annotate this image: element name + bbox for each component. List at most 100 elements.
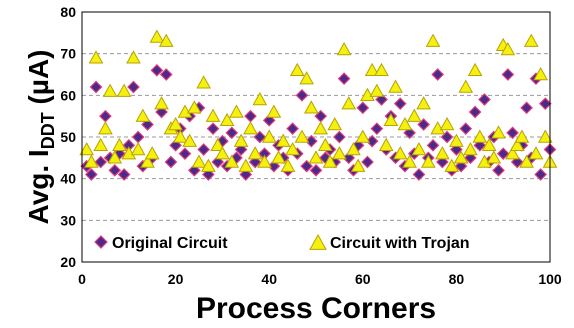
point-original-circuit-97 (534, 168, 547, 181)
point-circuit-with-trojan-84 (472, 129, 488, 143)
series-circuit-with-trojan (79, 29, 558, 172)
point-original-circuit-54 (333, 130, 346, 144)
x-tick-label-0: 0 (78, 271, 86, 287)
y-tick-label-80: 80 (60, 4, 76, 20)
y-tick-label-60: 60 (60, 87, 76, 103)
point-circuit-with-trojan-82 (463, 141, 478, 156)
point-circuit-with-trojan-40 (266, 104, 282, 118)
point-circuit-with-trojan-5 (102, 83, 118, 97)
legend-label-original-circuit: Original Circuit (112, 235, 228, 252)
point-circuit-with-trojan-42 (275, 133, 291, 147)
point-circuit-with-trojan-31 (224, 154, 240, 168)
point-circuit-with-trojan-65 (383, 112, 399, 127)
y-tick-label-50: 50 (60, 129, 76, 145)
point-circuit-with-trojan-13 (140, 154, 155, 168)
point-circuit-with-trojan-15 (149, 29, 165, 43)
point-circuit-with-trojan-45 (289, 62, 305, 77)
y-axis-label: Avg. IDDT (µA) (23, 50, 58, 225)
point-original-circuit-90 (501, 68, 515, 81)
point-circuit-with-trojan-22 (182, 133, 197, 147)
point-circuit-with-trojan-76 (435, 146, 450, 160)
point-circuit-with-trojan-32 (229, 104, 244, 118)
point-original-circuit-74 (426, 138, 440, 152)
point-circuit-with-trojan-51 (318, 137, 333, 152)
legend-marker-original-circuit (94, 235, 108, 249)
point-circuit-with-trojan-62 (369, 83, 385, 97)
x-axis-label: Process Corners (196, 292, 436, 325)
point-circuit-with-trojan-38 (257, 154, 272, 168)
point-circuit-with-trojan-25 (196, 75, 212, 89)
point-circuit-with-trojan-80 (453, 150, 469, 164)
point-circuit-with-trojan-88 (491, 125, 506, 139)
point-circuit-with-trojan-95 (523, 33, 539, 47)
point-original-circuit-91 (506, 126, 519, 140)
point-original-circuit-81 (459, 122, 473, 136)
point-circuit-with-trojan-41 (271, 150, 286, 164)
point-circuit-with-trojan-86 (481, 137, 497, 152)
point-circuit-with-trojan-69 (402, 154, 417, 168)
point-original-circuit-55 (337, 72, 351, 86)
point-circuit-with-trojan-83 (467, 62, 483, 77)
point-original-circuit-89 (496, 147, 510, 161)
point-circuit-with-trojan-96 (528, 146, 544, 160)
y-tick-label-30: 30 (60, 212, 76, 228)
point-circuit-with-trojan-7 (112, 137, 127, 152)
point-original-circuit-3 (94, 155, 108, 169)
gridlines (82, 53, 550, 221)
point-circuit-with-trojan-48 (303, 100, 319, 114)
point-original-circuit-2 (89, 80, 103, 94)
point-original-circuit-83 (468, 105, 482, 119)
point-circuit-with-trojan-34 (238, 158, 254, 172)
y-tick-label-40: 40 (60, 171, 76, 187)
point-circuit-with-trojan-52 (322, 154, 338, 168)
plot-border (81, 11, 551, 263)
point-circuit-with-trojan-39 (261, 129, 277, 143)
point-circuit-with-trojan-36 (247, 146, 263, 160)
point-circuit-with-trojan-70 (406, 108, 422, 122)
point-circuit-with-trojan-78 (444, 158, 460, 172)
point-circuit-with-trojan-71 (411, 141, 427, 156)
legend-label-circuit-with-trojan: Circuit with Trojan (330, 235, 470, 252)
point-original-circuit-48 (304, 134, 318, 148)
y-tick-labels: 20 30 40 50 60 70 80 (60, 4, 76, 270)
point-circuit-with-trojan-47 (299, 71, 314, 85)
point-original-circuit-94 (520, 101, 533, 115)
point-original-circuit-60 (361, 155, 374, 169)
point-original-circuit-67 (393, 97, 407, 111)
point-circuit-with-trojan-4 (98, 121, 113, 135)
point-circuit-with-trojan-24 (191, 154, 207, 168)
point-circuit-with-trojan-50 (313, 121, 329, 135)
point-circuit-with-trojan-90 (500, 41, 516, 56)
point-original-circuit-69 (403, 126, 416, 140)
point-circuit-with-trojan-74 (425, 33, 441, 47)
point-circuit-with-trojan-28 (210, 137, 226, 152)
point-circuit-with-trojan-20 (172, 129, 188, 143)
point-circuit-with-trojan-2 (88, 50, 104, 64)
point-circuit-with-trojan-77 (439, 116, 455, 131)
point-circuit-with-trojan-53 (327, 116, 343, 131)
point-circuit-with-trojan-58 (350, 158, 366, 172)
point-original-circuit-1 (85, 168, 98, 181)
point-original-circuit-49 (309, 163, 323, 177)
point-original-circuit-98 (538, 97, 552, 111)
point-circuit-with-trojan-81 (458, 79, 474, 93)
legend-marker-circuit-with-trojan (309, 233, 327, 250)
x-tick-label-40: 40 (261, 271, 277, 287)
point-circuit-with-trojan-49 (308, 150, 324, 164)
point-circuit-with-trojan-11 (130, 141, 146, 156)
x-tick-label-80: 80 (449, 271, 465, 287)
point-circuit-with-trojan-67 (392, 146, 408, 160)
legend: Original Circuit Circuit with Trojan (92, 230, 540, 254)
point-circuit-with-trojan-0 (79, 141, 95, 156)
point-circuit-with-trojan-54 (332, 146, 347, 160)
point-circuit-with-trojan-1 (84, 154, 99, 168)
point-original-circuit-10 (127, 80, 140, 94)
point-circuit-with-trojan-57 (346, 141, 361, 156)
point-original-circuit-85 (478, 93, 491, 106)
y-tick-label-20: 20 (60, 254, 76, 270)
x-tick-label-60: 60 (355, 271, 371, 287)
point-original-circuit-75 (431, 68, 445, 81)
point-original-circuit-46 (295, 88, 309, 102)
point-circuit-with-trojan-92 (509, 137, 525, 152)
